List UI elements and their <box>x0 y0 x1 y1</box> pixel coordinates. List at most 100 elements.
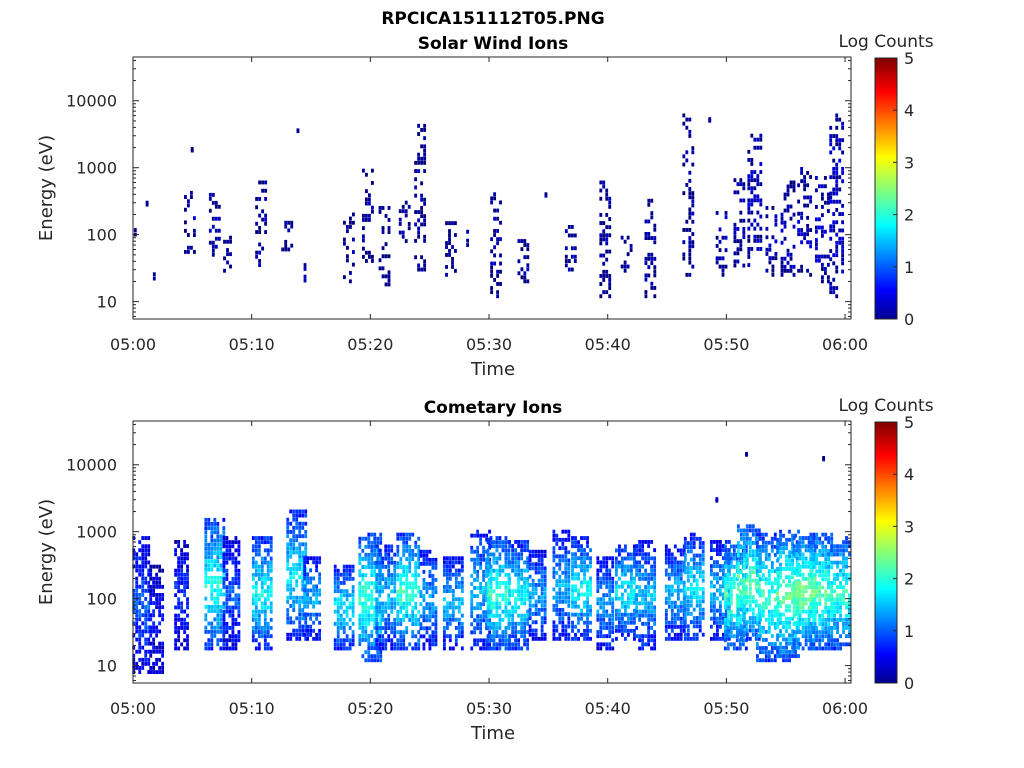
spectrogram-cell <box>770 565 774 569</box>
spectrogram-cell <box>792 552 796 557</box>
spectrogram-cell <box>457 601 461 606</box>
spectrogram-cell <box>405 646 409 651</box>
spectrogram-cell <box>263 638 267 643</box>
spectrogram-cell <box>364 553 368 557</box>
spectrogram-cell <box>726 617 730 622</box>
spectrogram-cell <box>692 616 696 620</box>
spectrogram-cell <box>333 576 337 581</box>
spectrogram-cell <box>399 585 403 590</box>
spectrogram-cell <box>375 630 379 635</box>
spectrogram-cell <box>770 646 774 650</box>
spectrogram-cell <box>776 650 779 654</box>
spectrogram-cell <box>289 604 293 608</box>
spectrogram-cell <box>742 235 746 239</box>
spectrogram-cell <box>523 634 527 639</box>
spectrogram-cell <box>773 646 777 650</box>
spectrogram-cell <box>624 588 627 593</box>
spectrogram-cell <box>408 557 412 561</box>
x-axis-label: Time <box>470 359 515 380</box>
spectrogram-cell <box>144 588 148 593</box>
spectrogram-cell <box>567 603 571 608</box>
spectrogram-cell <box>476 569 480 574</box>
spectrogram-cell <box>460 621 464 626</box>
x-tick-label: 05:50 <box>703 335 749 354</box>
spectrogram-cell <box>759 238 763 243</box>
spectrogram-cell <box>298 509 302 514</box>
spectrogram-cell <box>574 540 577 545</box>
spectrogram-cell <box>608 282 612 286</box>
spectrogram-cell <box>528 603 532 608</box>
spectrogram-cell <box>561 570 565 575</box>
spectrogram-cell <box>627 620 630 625</box>
spectrogram-cell <box>726 646 730 651</box>
spectrogram-cell <box>686 549 690 554</box>
spectrogram-cell <box>602 613 606 618</box>
spectrogram-cell <box>177 540 181 544</box>
spectrogram-cell <box>618 552 621 557</box>
spectrogram-cell <box>225 552 229 557</box>
spectrogram-cell <box>399 565 403 570</box>
spectrogram-cell <box>589 580 592 585</box>
spectrogram-cell <box>807 634 811 639</box>
spectrogram-cell <box>555 591 559 596</box>
spectrogram-cell <box>495 626 499 630</box>
spectrogram-cell <box>776 567 779 571</box>
spectrogram-cell <box>295 546 299 551</box>
spectrogram-cell <box>740 595 743 600</box>
spectrogram-cell <box>161 666 165 670</box>
spectrogram-cell <box>402 532 406 537</box>
spectrogram-cell <box>679 564 683 569</box>
spectrogram-cell <box>555 628 559 633</box>
spectrogram-cell <box>425 553 429 558</box>
spectrogram-cell <box>208 192 212 197</box>
spectrogram-cell <box>225 605 229 610</box>
spectrogram-cell <box>797 199 801 204</box>
spectrogram-cell <box>673 572 677 577</box>
spectrogram-cell <box>152 609 156 614</box>
spectrogram-cell <box>630 596 633 601</box>
spectrogram-cell <box>789 256 793 261</box>
spectrogram-cell <box>508 560 512 565</box>
spectrogram-cell <box>312 584 316 589</box>
spectrogram-cell <box>767 573 771 578</box>
spectrogram-cell <box>792 536 796 540</box>
spectrogram-cell <box>719 544 722 548</box>
spectrogram-cell <box>304 628 308 633</box>
spectrogram-cell <box>231 638 235 643</box>
spectrogram-cell <box>835 294 839 299</box>
spectrogram-cell <box>676 592 680 597</box>
spectrogram-cell <box>650 256 654 261</box>
spectrogram-cell <box>764 601 768 606</box>
spectrogram-cell <box>583 556 586 561</box>
spectrogram-cell <box>782 533 785 538</box>
spectrogram-cell <box>147 661 151 666</box>
spectrogram-cell <box>627 596 630 601</box>
spectrogram-cell <box>740 607 743 612</box>
spectrogram-cell <box>797 645 800 650</box>
spectrogram-cell <box>234 581 238 585</box>
spectrogram-cell <box>782 550 785 555</box>
spectrogram-cell <box>365 172 368 177</box>
spectrogram-cell <box>408 597 412 602</box>
spectrogram-cell <box>719 604 722 609</box>
spectrogram-cell <box>370 569 374 574</box>
spectrogram-cell <box>411 630 415 635</box>
spectrogram-cell <box>286 525 290 530</box>
spectrogram-cell <box>676 604 680 609</box>
spectrogram-cell <box>476 602 480 607</box>
spectrogram-cell <box>638 634 642 639</box>
spectrogram-cell <box>673 620 677 625</box>
spectrogram-cell <box>783 208 787 213</box>
spectrogram-cell <box>448 568 452 573</box>
spectrogram-cell <box>174 585 178 589</box>
spectrogram-cell <box>653 227 657 232</box>
spectrogram-cell <box>567 225 571 229</box>
spectrogram-cell <box>691 244 695 249</box>
spectrogram-cell <box>237 581 241 585</box>
spectrogram-cell <box>454 568 458 573</box>
spectrogram-cell <box>753 194 757 199</box>
spectrogram-cell <box>756 137 760 142</box>
spectrogram-cell <box>216 609 220 613</box>
spectrogram-cell <box>379 613 383 618</box>
spectrogram-cell <box>222 536 226 540</box>
